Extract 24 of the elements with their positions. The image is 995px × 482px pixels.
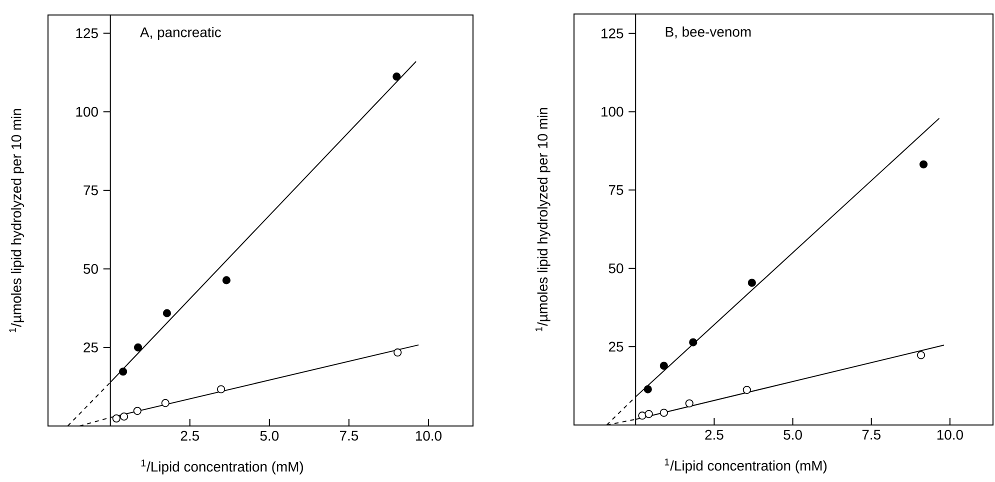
x-tick-label: 10.0 bbox=[416, 430, 442, 441]
x-tick-label: 2.5 bbox=[180, 430, 199, 441]
x-tick-label: 7.5 bbox=[340, 430, 358, 441]
y-tick-label: 125 bbox=[76, 28, 98, 38]
y-tick-label: 25 bbox=[608, 342, 624, 352]
x-tick-label: 10.0 bbox=[937, 430, 963, 440]
y-tick-label: 75 bbox=[608, 185, 624, 195]
x-tick-label: 7.5 bbox=[862, 430, 880, 440]
y-axis-title: $^{1}$/µmoles lipid hydrolyzed per 10 min bbox=[535, 108, 550, 332]
x-tick-label: 5.0 bbox=[784, 430, 802, 440]
y-tick-label: 50 bbox=[84, 264, 98, 274]
text: A, pancreatic bbox=[140, 26, 221, 40]
y-tick-label: 100 bbox=[602, 106, 624, 117]
y-axis-title: $^{1}$/µmoles lipid hydrolyzed per 10 min bbox=[9, 109, 24, 332]
x-tick-label: 5.0 bbox=[260, 430, 279, 441]
x-tick-label: 2.5 bbox=[705, 430, 724, 440]
text: B, bee-venom bbox=[666, 26, 751, 38]
y-tick-label: 25 bbox=[84, 342, 98, 352]
y-tick-label: 50 bbox=[608, 263, 624, 274]
x-axis-title: $^{1}$/Lipid concentration (mM) bbox=[141, 460, 304, 474]
y-tick-label: 125 bbox=[602, 28, 624, 38]
x-axis-title: $^{1}$/Lipid concentration (mM) bbox=[664, 458, 827, 474]
y-tick-label: 100 bbox=[76, 106, 98, 117]
y-tick-label: 75 bbox=[84, 185, 98, 196]
